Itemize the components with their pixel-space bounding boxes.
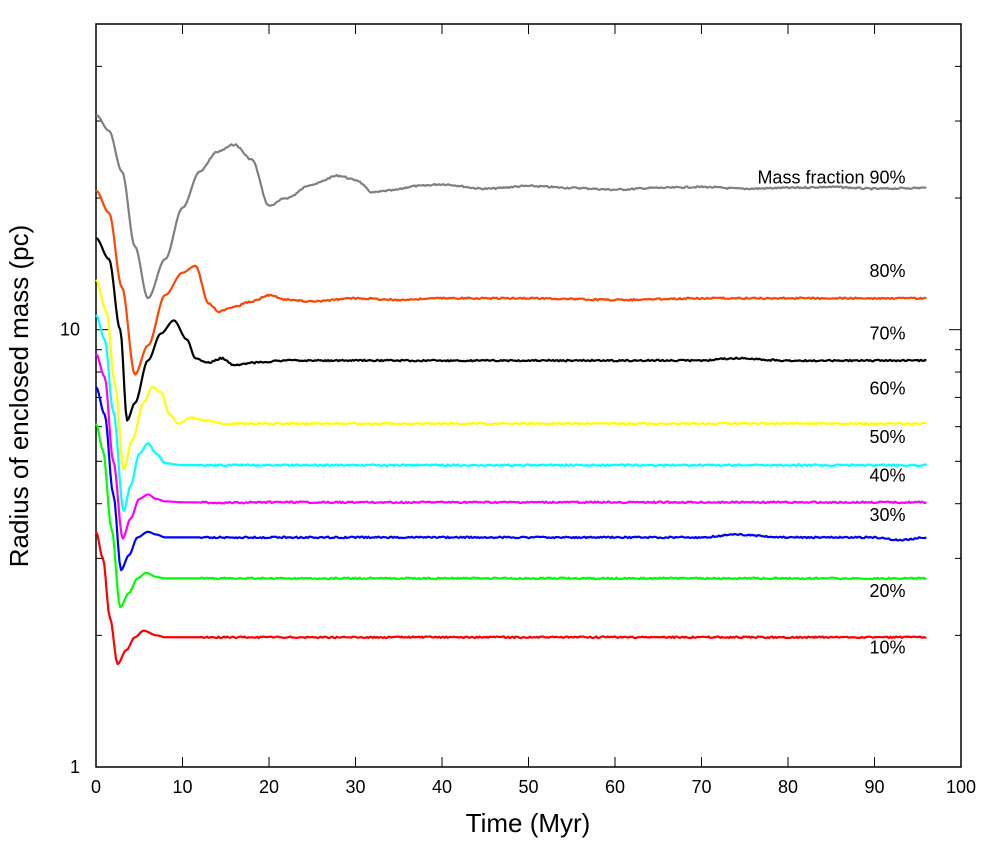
series-line	[95, 531, 927, 666]
series-line	[95, 189, 927, 376]
x-tick-label: 60	[605, 777, 625, 797]
x-tick-label: 20	[259, 777, 279, 797]
x-tick-label: 100	[946, 777, 976, 797]
x-tick-label: 30	[345, 777, 365, 797]
series-line	[95, 423, 927, 609]
series-label: 10%	[869, 637, 905, 657]
series-label: 20%	[869, 581, 905, 601]
series-label: 40%	[869, 465, 905, 485]
x-tick-label: 70	[691, 777, 711, 797]
series-line	[95, 237, 927, 422]
series-line	[95, 353, 927, 540]
series-line	[95, 386, 927, 572]
series-label: 30%	[869, 505, 905, 525]
plot-frame	[95, 23, 962, 768]
y-tick-label: 1	[70, 757, 80, 777]
series-line	[95, 314, 927, 513]
series-label: Mass fraction 90%	[757, 167, 905, 187]
series-labels: Mass fraction 90% 80% 70% 60% 50% 40% 30% 20% 10…	[757, 167, 905, 657]
x-axis-title: Time (Myr)	[466, 808, 591, 838]
series-label: 50%	[869, 427, 905, 447]
x-tick-label: 10	[172, 777, 192, 797]
x-tick-label: 90	[864, 777, 884, 797]
series-label: 60%	[869, 379, 905, 399]
x-tick-label: 50	[518, 777, 538, 797]
series-label: 70%	[869, 323, 905, 343]
y-tick-label: 10	[60, 320, 80, 340]
series-line	[95, 279, 927, 471]
y-axis-title: Radius of enclosed mass (pc)	[4, 225, 34, 567]
series-label: 80%	[869, 261, 905, 281]
x-tick-label: 0	[91, 777, 101, 797]
x-tick-label: 40	[432, 777, 452, 797]
series-layer	[95, 113, 927, 666]
series-line	[95, 113, 927, 300]
x-tick-label: 80	[778, 777, 798, 797]
